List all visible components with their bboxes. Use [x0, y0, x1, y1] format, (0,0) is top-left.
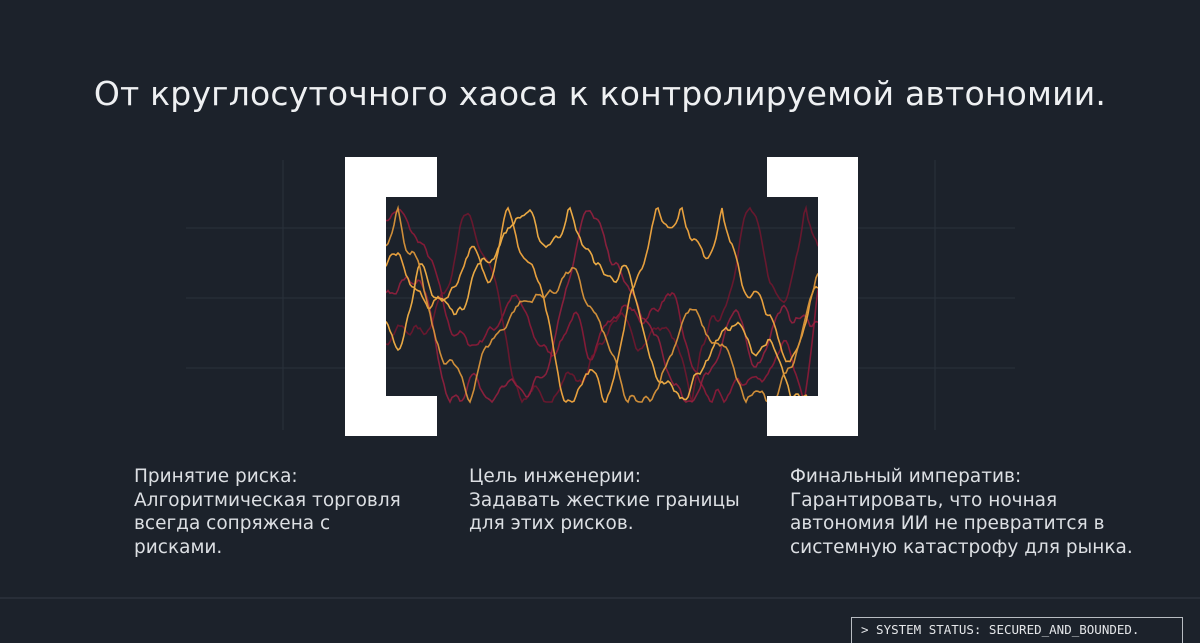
- left-bracket: [345, 157, 437, 436]
- column-line: Финальный императив:: [790, 466, 1022, 487]
- column-line: Алгоритмическая торговля: [134, 489, 401, 511]
- column-line: Принятие риска:: [134, 466, 298, 487]
- waves: [385, 204, 819, 405]
- wave: [385, 209, 819, 404]
- column: Финальный императив: Гарантировать, что …: [790, 465, 1133, 559]
- column-line: для этих рисков.: [469, 513, 634, 534]
- column-line: Задавать жесткие границы: [469, 489, 740, 511]
- column-line: рисками.: [134, 536, 223, 558]
- status-box: > SYSTEM STATUS: SECURED_AND_BOUNDED.: [851, 617, 1183, 643]
- column-line: автономия ИИ не превратится в: [790, 513, 1105, 534]
- title: От круглосуточного хаоса к контролируемо…: [93, 74, 1107, 113]
- wave: [386, 208, 819, 404]
- column-line: системную катастрофу для рынка.: [790, 536, 1133, 558]
- column-line: Гарантировать, что ночная: [790, 489, 1058, 511]
- right-bracket: [767, 157, 858, 436]
- wave: [385, 206, 819, 404]
- wave: [385, 204, 819, 404]
- wave: [385, 206, 819, 405]
- wave: [385, 204, 819, 404]
- grid: [0, 160, 1200, 599]
- column: Принятие риска: Алгоритмическая торговля…: [134, 465, 401, 559]
- column-line: Цель инженерии:: [469, 466, 642, 487]
- column: Цель инженерии: Задавать жесткие границы…: [469, 465, 740, 536]
- brackets: [345, 157, 858, 436]
- column-line: всегда сопряжена с: [134, 513, 331, 534]
